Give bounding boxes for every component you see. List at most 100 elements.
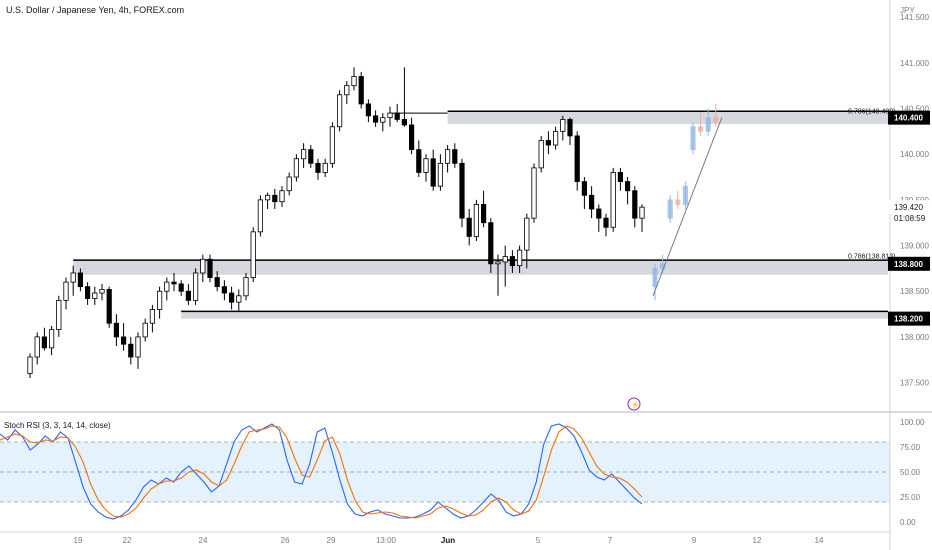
projection-body: [690, 126, 696, 151]
candle-body: [77, 272, 83, 288]
price-tag-label: 140.400: [894, 114, 923, 123]
candle-body: [531, 167, 537, 219]
price-tick-label: 140.000: [900, 150, 929, 159]
projection-body: [705, 117, 711, 132]
candle-body: [315, 162, 321, 173]
time-axis-label: 26: [281, 536, 290, 545]
projection-body: [713, 117, 719, 123]
stoch-tick-label: 25.00: [900, 493, 921, 502]
projection-body: [698, 126, 704, 132]
candle-body: [272, 194, 278, 203]
candle-body: [553, 130, 559, 146]
candle-body: [85, 286, 91, 299]
candle-body: [106, 288, 112, 324]
candle-body: [358, 76, 364, 105]
candle-body: [488, 222, 494, 265]
candle-body: [121, 336, 127, 345]
candle-body: [70, 272, 76, 283]
time-axis-label: 7: [608, 536, 613, 545]
candle-body: [336, 94, 343, 128]
candle-body: [524, 217, 530, 251]
projection-body: [667, 199, 673, 219]
candle-body: [625, 181, 631, 192]
time-axis-label: 24: [199, 536, 208, 545]
candle-body: [41, 336, 48, 349]
projection-body: [682, 185, 689, 205]
stoch-tick-label: 0.00: [900, 518, 916, 527]
fib-label: 0.786(140.400): [848, 109, 895, 116]
candle-body: [128, 343, 134, 358]
candle-body: [135, 336, 141, 358]
candle-body: [243, 277, 249, 297]
candle-body: [286, 176, 292, 192]
candle-body: [567, 119, 573, 137]
event-marker-icon: [627, 397, 641, 411]
stoch-d-line: [0, 425, 643, 519]
candle-body: [365, 103, 372, 117]
candle-body: [401, 119, 408, 126]
price-tick-label: 137.500: [900, 379, 929, 388]
candle-body: [430, 158, 436, 187]
stoch-tick-label: 50.00: [900, 468, 921, 477]
projection-body: [652, 267, 658, 288]
candle-body: [164, 281, 170, 292]
projection-trendline: [652, 117, 723, 296]
candle-body: [113, 322, 119, 338]
candle-body: [408, 124, 415, 151]
candle-body: [27, 356, 33, 374]
price-tag-box: [888, 256, 930, 271]
price-tag-label: 139.420: [894, 203, 923, 212]
candle-body: [308, 149, 314, 164]
price-tick-label: 140.500: [900, 105, 929, 114]
time-axis-label: 5: [536, 536, 541, 545]
candle-body: [63, 281, 69, 301]
candle-body: [603, 217, 609, 228]
stoch-rsi-pane: Stoch RSI (3, 3, 14, 14, close): [0, 421, 890, 520]
projection-body: [675, 199, 681, 205]
projection-layer: [652, 103, 723, 301]
stoch-tick-label: 100.00: [900, 418, 925, 427]
candle-body: [574, 135, 580, 182]
time-axis-label: Jun: [441, 536, 455, 545]
support-resistance-zone: [447, 111, 888, 125]
candle-body: [444, 149, 451, 164]
price-tag-box: [888, 200, 930, 215]
support-resistance-zone: [181, 311, 888, 319]
candle-body: [466, 217, 472, 237]
candle-body: [560, 119, 566, 132]
candle-body: [56, 299, 62, 331]
candle-body: [185, 290, 191, 301]
candle-body: [394, 112, 400, 120]
candle-body: [49, 329, 55, 349]
price-tick-label: 138.500: [900, 287, 929, 296]
candle-body: [380, 117, 386, 123]
stoch-title: Stoch RSI (3, 3, 14, 14, close): [4, 421, 111, 430]
candle-body: [264, 194, 271, 201]
candle-body: [617, 172, 624, 182]
candle-body: [639, 206, 645, 219]
candle-body: [300, 149, 307, 160]
candle-body: [92, 292, 98, 299]
stoch-tick-label: 75.00: [900, 443, 921, 452]
stoch-k-line: [0, 423, 643, 520]
candle-body: [610, 172, 616, 228]
candle-body: [142, 322, 148, 338]
time-axis-label: 13:00: [376, 536, 397, 545]
candle-body: [545, 140, 552, 146]
price-tag-box: [888, 311, 930, 326]
candle-body: [200, 258, 206, 274]
time-axis-label: 14: [815, 536, 824, 545]
time-axis-label: 29: [327, 536, 336, 545]
candle-body: [452, 149, 458, 164]
candle-body: [99, 288, 105, 294]
price-tag-box: [888, 110, 930, 125]
price-tag-label: 138.200: [894, 315, 923, 324]
candle-body: [34, 336, 40, 358]
candle-body: [257, 199, 264, 233]
candle-body: [517, 249, 523, 267]
candle-body: [502, 256, 508, 263]
candle-body: [329, 126, 336, 164]
price-tag-label: 138.800: [894, 260, 923, 269]
candle-body: [156, 290, 163, 310]
